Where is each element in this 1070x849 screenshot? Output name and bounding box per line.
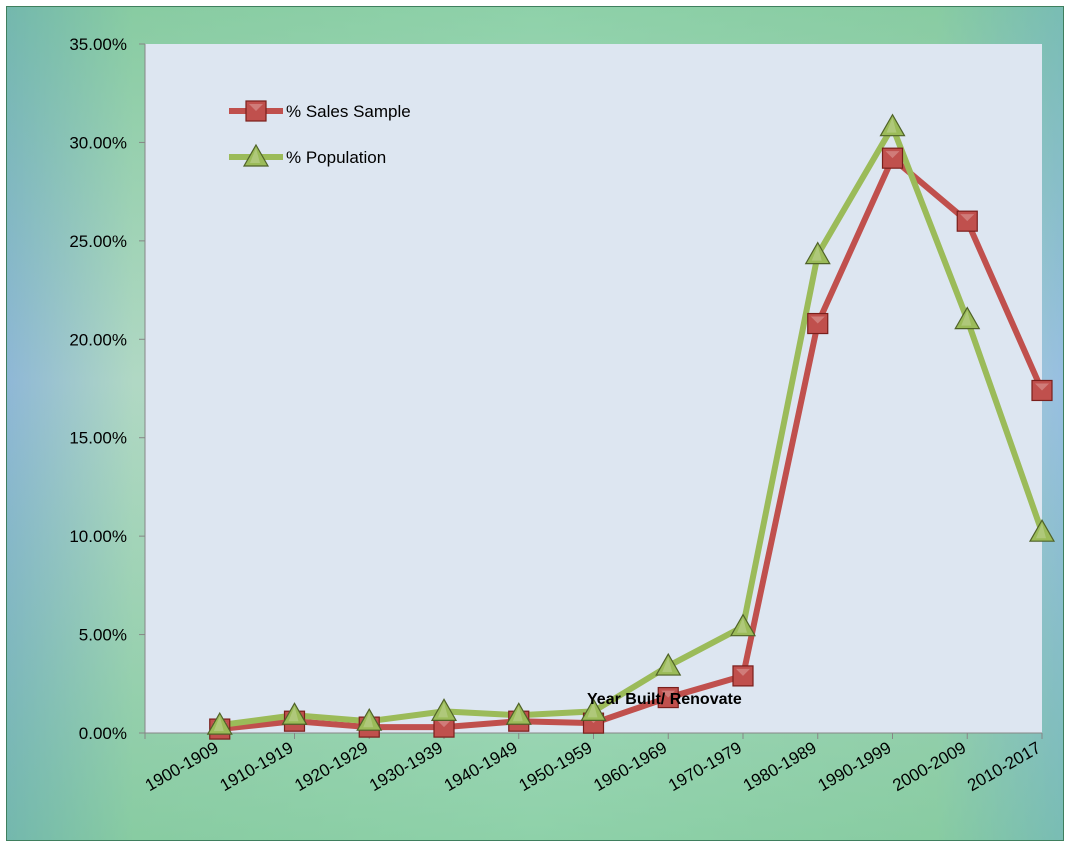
x-tick-label: 1950-1959 <box>516 738 596 795</box>
marker-bevel <box>213 716 224 732</box>
data-point <box>242 143 270 167</box>
data-point <box>956 210 978 232</box>
marker-bevel <box>512 706 523 722</box>
marker-bevel <box>961 310 972 326</box>
marker-bevel <box>587 702 598 718</box>
data-point <box>657 686 679 709</box>
data-point <box>1028 518 1056 542</box>
data-point <box>580 698 607 721</box>
marker-bevel <box>662 657 673 673</box>
x-tick-label: 1920-1929 <box>291 738 371 795</box>
marker-bevel <box>960 214 975 222</box>
data-point <box>732 665 754 687</box>
x-tick-label: 2010-2017 <box>964 738 1044 795</box>
data-point <box>430 698 458 721</box>
legend-label: % Population <box>286 148 386 167</box>
data-point <box>281 702 308 725</box>
x-tick-label: 1900-1909 <box>142 738 222 795</box>
marker-bevel <box>288 706 299 722</box>
y-tick-label: 15.00% <box>69 429 127 448</box>
series-line <box>219 123 1045 729</box>
data-point <box>245 100 267 122</box>
marker-bevel <box>1036 523 1046 539</box>
marker-bevel <box>250 148 260 163</box>
y-tick-label: 10.00% <box>69 527 127 546</box>
y-tick-label: 20.00% <box>69 330 127 349</box>
x-tick-label: 1940-1949 <box>441 738 521 795</box>
y-axis: 0.00% 5.00% 10.00% 15.00% 20.00% 25.00% 30.00%… <box>69 35 145 743</box>
x-tick-label: 1960-1969 <box>590 738 670 795</box>
marker-bevel <box>438 702 448 718</box>
legend-item: % Sales Sample <box>229 100 411 122</box>
x-tick-label: 1910-1919 <box>217 738 297 795</box>
data-point <box>655 652 682 676</box>
marker-bevel <box>737 617 747 633</box>
plot-area <box>145 44 1042 733</box>
x-tick-label: 1990-1999 <box>815 738 895 795</box>
data-point <box>804 241 831 265</box>
data-point <box>879 113 906 137</box>
data-point <box>206 711 233 735</box>
legend: % Sales Sample % Population <box>229 100 411 167</box>
x-tick-label: 1970-1979 <box>665 738 745 795</box>
series-sales-sample <box>219 155 1045 733</box>
x-tick-label: 2000-2009 <box>889 738 969 795</box>
data-point <box>505 702 532 725</box>
y-tick-label: 30.00% <box>69 133 127 152</box>
y-tick-label: 25.00% <box>69 232 127 251</box>
series-population <box>219 123 1045 729</box>
marker-bevel <box>885 151 900 159</box>
data-point <box>807 312 829 335</box>
marker-bevel <box>1035 383 1049 391</box>
marker-bevel <box>437 720 451 728</box>
data-point <box>1031 379 1053 402</box>
series-markers <box>206 113 1056 735</box>
x-axis-title: Year Built/ Renovate <box>587 691 742 708</box>
line-chart: 0.00% 5.00% 10.00% 15.00% 20.00% 25.00% 30.00%… <box>69 35 1056 795</box>
chart-frame: 0.00% 5.00% 10.00% 15.00% 20.00% 25.00% 30.00%… <box>6 6 1064 841</box>
data-point <box>356 707 383 731</box>
y-tick-label: 35.00% <box>69 35 127 54</box>
y-tick-label: 5.00% <box>79 626 127 645</box>
series-layer <box>206 113 1056 740</box>
marker-bevel <box>811 245 822 261</box>
marker-bevel <box>886 117 897 133</box>
marker-bevel <box>249 104 263 111</box>
legend-item: % Population <box>229 143 386 167</box>
series-line <box>219 155 1045 733</box>
marker-bevel <box>810 316 825 324</box>
legend-label: % Sales Sample <box>286 102 411 121</box>
x-tick-label: 1930-1939 <box>366 738 446 795</box>
marker-bevel <box>736 668 750 676</box>
data-point <box>881 147 904 169</box>
x-tick-label: 1980-1989 <box>740 738 820 795</box>
y-tick-label: 0.00% <box>79 724 127 743</box>
marker-bevel <box>661 690 676 698</box>
marker-bevel <box>363 712 374 728</box>
data-point <box>729 613 757 637</box>
data-point <box>954 306 981 330</box>
x-axis: 1900-19091910-19191920-19291930-19391940… <box>142 733 1044 795</box>
